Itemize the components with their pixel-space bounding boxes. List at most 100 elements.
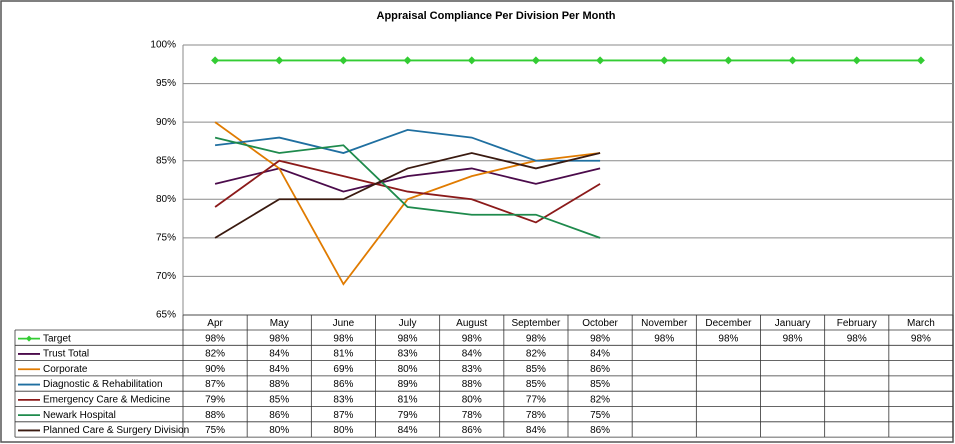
table-value: 78%: [526, 410, 546, 421]
y-tick-label: 85%: [156, 155, 176, 166]
table-value: 98%: [654, 333, 674, 344]
table-value: 81%: [333, 349, 353, 360]
x-tick-label: March: [907, 318, 935, 329]
table-value: 98%: [590, 333, 610, 344]
table-value: 98%: [526, 333, 546, 344]
table-value: 98%: [462, 333, 482, 344]
y-tick-label: 70%: [156, 271, 176, 282]
table-value: 82%: [526, 349, 546, 360]
table-value: 77%: [526, 394, 546, 405]
x-tick-label: September: [511, 318, 561, 329]
series-line: [214, 152, 601, 239]
point-marker: [852, 56, 861, 65]
legend-label: Trust Total: [43, 349, 89, 360]
y-tick-label: 75%: [156, 232, 176, 243]
y-tick-label: 65%: [156, 310, 176, 321]
table-value: 80%: [269, 425, 289, 436]
table-value: 79%: [398, 410, 418, 421]
y-tick-label: 90%: [156, 117, 176, 128]
chart-title: Appraisal Compliance Per Division Per Mo…: [377, 10, 616, 22]
table-value: 81%: [398, 394, 418, 405]
table-value: 83%: [462, 364, 482, 375]
table-value: 79%: [205, 394, 225, 405]
table-value: 88%: [462, 379, 482, 390]
table-value: 86%: [590, 364, 610, 375]
table-value: 84%: [398, 425, 418, 436]
table-value: 86%: [590, 425, 610, 436]
point-marker: [275, 56, 284, 65]
table-value: 84%: [269, 349, 289, 360]
x-tick-label: December: [705, 318, 752, 329]
table-value: 98%: [783, 333, 803, 344]
y-tick-label: 80%: [156, 194, 176, 205]
point-marker: [211, 56, 220, 65]
x-tick-label: May: [270, 318, 289, 329]
legend-label: Target: [43, 333, 71, 344]
point-marker: [403, 56, 412, 65]
table-value: 75%: [205, 425, 225, 436]
table-value: 86%: [269, 410, 289, 421]
table-value: 80%: [333, 425, 353, 436]
table-value: 88%: [205, 410, 225, 421]
legend-marker: [26, 335, 32, 342]
y-tick-label: 100%: [150, 40, 176, 51]
table-value: 87%: [333, 410, 353, 421]
table-value: 86%: [462, 425, 482, 436]
x-tick-label: Apr: [207, 318, 223, 329]
table-value: 85%: [590, 379, 610, 390]
point-marker: [724, 56, 733, 65]
y-tick-label: 95%: [156, 78, 176, 89]
table-value: 90%: [205, 364, 225, 375]
table-value: 78%: [462, 410, 482, 421]
table-value: 82%: [590, 394, 610, 405]
legend-label: Diagnostic & Rehabilitation: [43, 379, 163, 390]
table-value: 83%: [398, 349, 418, 360]
table-value: 75%: [590, 410, 610, 421]
point-marker: [339, 56, 348, 65]
point-marker: [467, 56, 476, 65]
x-tick-label: February: [837, 318, 877, 329]
legend-label: Corporate: [43, 364, 88, 375]
table-value: 89%: [398, 379, 418, 390]
table-value: 98%: [398, 333, 418, 344]
table-value: 85%: [526, 379, 546, 390]
table-value: 80%: [398, 364, 418, 375]
table-value: 84%: [590, 349, 610, 360]
x-tick-label: June: [333, 318, 355, 329]
legend-label: Emergency Care & Medicine: [43, 394, 171, 405]
point-marker: [788, 56, 797, 65]
series-line: [214, 136, 601, 239]
series-line: [214, 159, 601, 224]
table-value: 85%: [526, 364, 546, 375]
x-tick-label: August: [456, 318, 487, 329]
point-marker: [916, 56, 925, 65]
table-value: 80%: [462, 394, 482, 405]
table-value: 98%: [333, 333, 353, 344]
table-value: 84%: [526, 425, 546, 436]
x-tick-label: July: [399, 318, 417, 329]
table-value: 98%: [205, 333, 225, 344]
x-tick-label: January: [775, 318, 811, 329]
table-value: 98%: [269, 333, 289, 344]
table-value: 98%: [847, 333, 867, 344]
legend-label: Newark Hospital: [43, 410, 116, 421]
table-value: 84%: [269, 364, 289, 375]
table-value: 98%: [911, 333, 931, 344]
table-value: 82%: [205, 349, 225, 360]
table-value: 98%: [718, 333, 738, 344]
x-tick-label: November: [641, 318, 688, 329]
point-marker: [660, 56, 669, 65]
legend-label: Planned Care & Surgery Division: [43, 425, 189, 436]
point-marker: [531, 56, 540, 65]
table-value: 84%: [462, 349, 482, 360]
series-line: [214, 128, 601, 162]
table-value: 69%: [333, 364, 353, 375]
x-tick-label: October: [582, 318, 618, 329]
table-value: 86%: [333, 379, 353, 390]
point-marker: [596, 56, 605, 65]
table-value: 88%: [269, 379, 289, 390]
table-value: 83%: [333, 394, 353, 405]
table-value: 87%: [205, 379, 225, 390]
